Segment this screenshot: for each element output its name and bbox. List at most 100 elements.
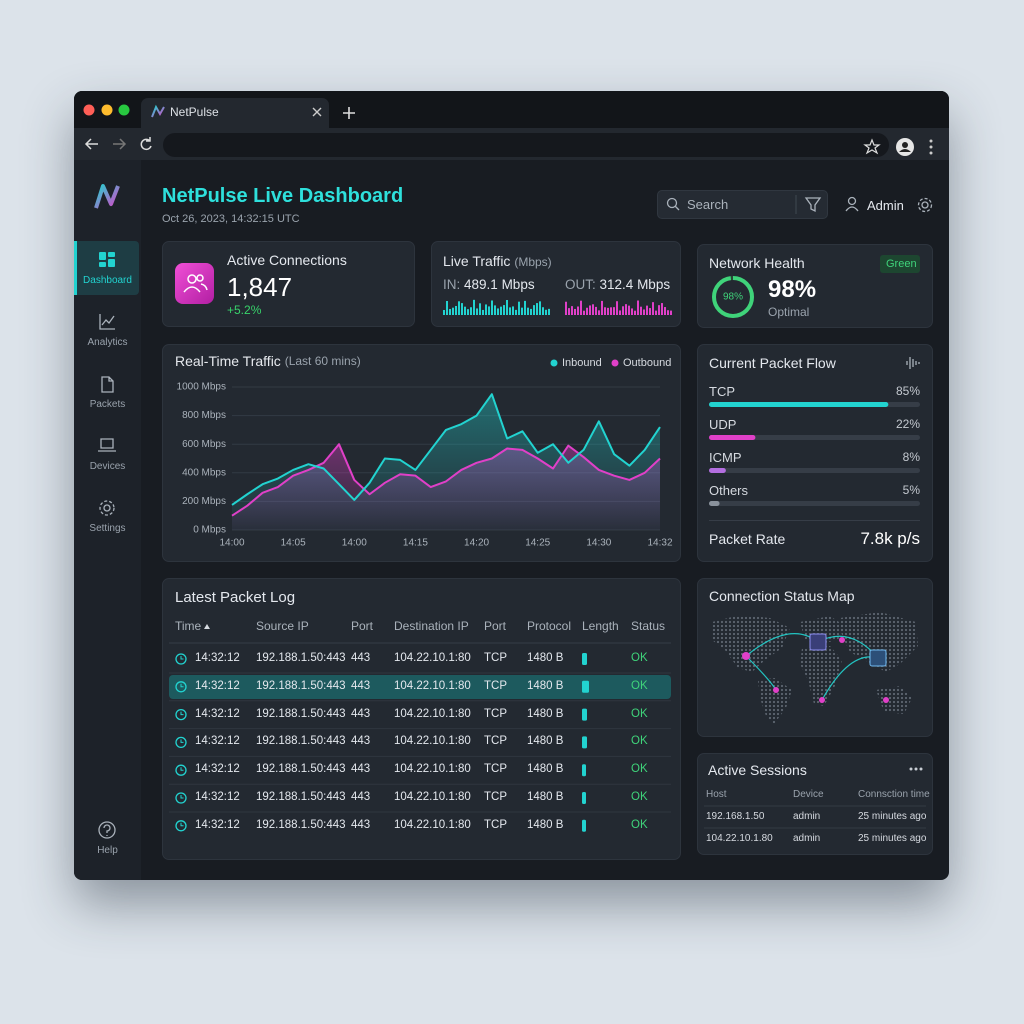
sparkline-bar [601,300,603,315]
session-cell: 25 minutes ago [858,811,927,822]
connections-value: 1,847 [227,272,293,302]
log-title: Latest Packet Log [175,589,296,606]
sparkline-bar [640,306,642,315]
sparkline-bar [592,304,594,315]
flow-bar [709,501,720,506]
log-header: Port [351,619,374,633]
nav-help[interactable]: Help [97,845,118,856]
log-cell: 192.188.1.50:443 [256,791,346,803]
flow-label: ICMP [709,450,742,465]
traffic-title: Live Traffic (Mbps) [443,253,552,269]
sparkline-bar [527,307,529,315]
sparkline-bar [443,310,445,315]
search-placeholder[interactable]: Search [687,197,729,212]
sparkline-bar [628,305,630,315]
back[interactable] [84,138,98,150]
card-packet-log [162,578,681,860]
sparkline-bar [616,301,618,315]
sparkline-bar [545,309,547,315]
sessions-menu[interactable] [909,767,923,771]
filter-icon[interactable] [804,197,822,213]
nav-dashboard[interactable]: Dashboard [83,275,132,286]
reload[interactable] [140,137,152,151]
log-cell: 14:32:12 [195,818,240,831]
sparkline-bar [571,306,573,315]
new-tab[interactable] [343,107,355,119]
flow-divider [709,520,920,521]
flow-track [709,468,920,473]
log-cell: 1480 B [527,791,564,803]
clock-icon [175,820,187,832]
sparkline-bar [604,307,606,315]
flow-bar [709,468,726,473]
sparkline-bar [512,306,514,315]
x-tick-label: 14:15 [403,538,428,549]
sparkline-bar [577,306,579,315]
sparkline-bar [524,300,526,315]
sparkline-bar [664,307,666,315]
sparkline-bar [470,307,472,315]
x-tick-label: 14:00 [219,538,244,549]
sparkline-bar [518,301,520,315]
log-cell: 443 [351,707,371,720]
log-cell: TCP [484,791,507,803]
window-controls[interactable] [83,104,130,116]
sparkline-bar [658,305,660,315]
sparkline-bar [565,301,567,315]
clock-icon [175,653,187,665]
nav-settings[interactable]: Settings [89,523,126,534]
menu[interactable] [929,139,933,155]
nav-analytics[interactable]: Analytics [87,337,128,348]
tab[interactable] [141,98,329,128]
sparkline-bar [536,303,538,315]
user-icon-body [845,206,859,212]
tab-close[interactable] [312,107,322,117]
address-bar[interactable] [163,133,889,157]
sparkline-bar [473,299,475,315]
log-header: Time [175,619,202,633]
y-tick-label: 800 Mbps [182,410,226,421]
sparkline-bar [488,306,490,315]
log-cell: 443 [351,763,371,776]
log-cell: OK [631,818,648,831]
log-cell: TCP [484,707,507,720]
log-cell: 443 [351,735,371,748]
forward[interactable] [113,138,127,150]
sessions-title: Active Sessions [708,762,807,778]
log-cell: 192.188.1.50:443 [256,652,346,664]
nav-packets[interactable]: Packets [89,399,126,410]
search-box[interactable] [657,190,828,219]
nav-devices[interactable]: Devices [89,461,126,472]
x-tick-label: 14:05 [281,538,306,549]
log-cell: 14:32:12 [195,679,240,692]
sidebar-active[interactable] [74,241,139,295]
analytics-icon [99,314,115,330]
sparkline-bar [482,309,484,315]
sparkline-bar [625,304,627,315]
clock-icon [175,681,187,693]
sparkline-bar [661,303,663,315]
settings-icon [103,504,111,512]
sparkline-bar [455,305,457,315]
log-cell: 104.22.10.1:80 [394,652,471,664]
gear-icon[interactable] [921,201,929,209]
session-header: Device [793,789,824,800]
y-tick-label: 0 Mbps [193,525,226,536]
user-name[interactable]: Admin [867,198,904,213]
log-cell: 443 [351,818,371,831]
icon-box [175,263,214,304]
flow-value: 5% [902,483,920,497]
x-tick-label: 14:20 [464,538,489,549]
sparkline-bar [458,301,460,315]
tab-icon [151,104,165,118]
clock-icon [175,736,187,749]
bookmark[interactable] [863,138,881,155]
sparkline-bar [542,307,544,315]
packet-rate-label: Packet Rate [709,531,786,547]
log-cell: OK [631,763,648,776]
length-bar [582,680,589,693]
session-header: Host [706,789,727,800]
log-cell: 104.22.10.1:80 [394,707,471,720]
sparkline-bar [607,307,609,315]
log-cell: 1480 B [527,818,564,831]
